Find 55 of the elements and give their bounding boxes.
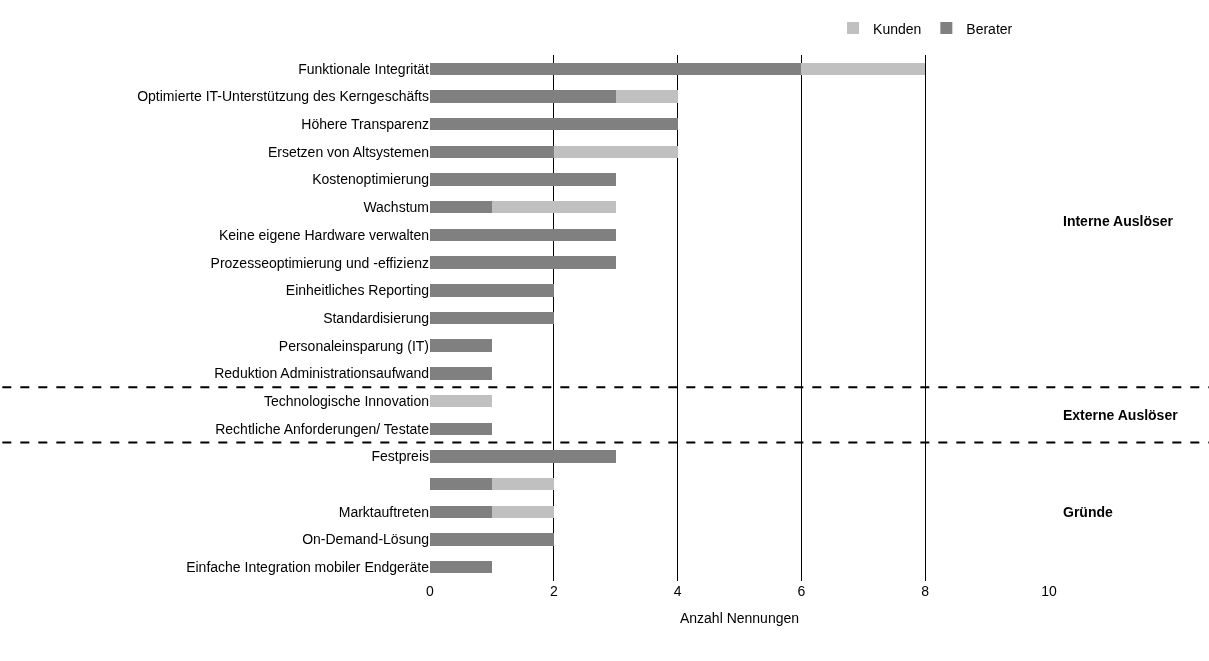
bar [553,145,678,159]
bar [430,256,616,269]
y-tick-label: Ersetzen von Altsystemen [267,143,429,160]
y-tick-label: Festpreis [371,448,429,465]
y-tick-label: Kostenoptimierung [312,171,429,188]
x-tick-label: 4 [673,583,682,599]
x-axis-title: Anzahl Nennungen [679,610,800,627]
bar [430,311,554,325]
y-tick-label: Reduktion Administrationsaufwand [214,365,429,382]
bar [430,339,492,352]
y-tick-label: Personaleinsparung (IT) [278,337,429,354]
bar [491,505,554,519]
bar [430,284,554,297]
x-tick-label: 8 [921,583,930,599]
y-tick-label: Wachstum [363,199,429,216]
bar [430,145,554,159]
y-tick-label: Rechtliche Anforderungen/ Testate [215,420,430,437]
y-tick-label: Optimierte IT-Unterstützung des Kerngeschäfts [137,88,429,105]
text: Gründe [1063,504,1113,520]
y-tick-label: On-Demand-Lösung [302,531,429,548]
y-tick-label: Marktauftreten [338,503,429,520]
bar [430,201,492,214]
x-tick-label: 6 [797,583,806,599]
y-tick-label: Einheitliches Reporting [285,282,429,299]
y-tick-label: Einfache Integration mobiler Endgeräte [186,559,430,576]
y-tick-label: Höhere Transparenz [301,116,429,133]
y-tick-label: Technologische Innovation [263,392,429,409]
bar [615,90,678,103]
bar [430,62,802,76]
bar [430,560,492,574]
bar [430,367,492,380]
x-tick-label: 10 [1041,583,1057,599]
bar [430,422,492,435]
bar [801,62,926,76]
x-tick-label: 0 [426,583,435,599]
text: Externe Auslöser [1063,407,1179,423]
bar [430,173,616,186]
y-tick-label: Keine eigene Hardware verwalten [218,226,429,243]
bar [491,477,554,491]
text: Interne Auslöser [1063,213,1174,229]
y-tick-label: Funktionale Integrität [298,60,430,77]
legend-label: Kunden [873,20,922,37]
bar [430,394,492,408]
y-tick-label: Standardisierung [323,309,429,326]
bar [491,201,616,214]
bar [430,450,616,463]
bar [430,533,554,546]
bar [430,90,616,103]
bar [430,477,492,491]
legend-label: Berater [966,20,1013,37]
bar [430,505,492,519]
y-tick-label: Prozesseoptimierung und -effizienz [210,254,429,271]
bar [430,228,616,242]
bar [430,117,678,131]
x-tick-label: 2 [549,583,558,599]
